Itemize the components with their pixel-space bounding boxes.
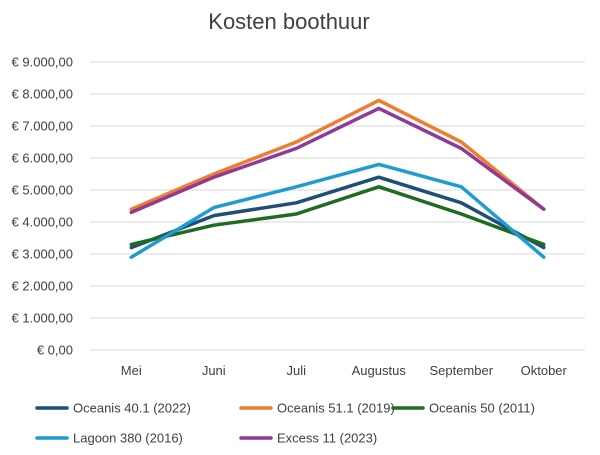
x-tick-label: Augustus xyxy=(352,363,407,378)
y-tick-label: € 3.000,00 xyxy=(12,247,73,262)
x-tick-label: Mei xyxy=(121,363,142,378)
grid-lines xyxy=(90,61,585,351)
y-tick-label: € 4.000,00 xyxy=(12,215,73,230)
x-tick-label: Juni xyxy=(202,363,226,378)
series-lines xyxy=(129,98,546,259)
y-tick-label: € 7.000,00 xyxy=(12,119,73,134)
x-tick-label: September xyxy=(429,363,493,378)
series-line xyxy=(129,175,546,250)
series-line xyxy=(129,98,546,211)
y-tick-label: € 0,00 xyxy=(37,343,73,358)
x-tick-label: Oktober xyxy=(521,363,568,378)
series-line xyxy=(129,185,546,247)
y-axis-tick-labels: € 0,00 € 1.000,00 € 2.000,00 € 3.000,00 € 4.… xyxy=(12,55,73,358)
legend: Oceanis 40.1 (2022) Oceanis 51.1 (2019) Oc… xyxy=(35,401,535,446)
legend-label: Oceanis 51.1 (2019) xyxy=(277,401,395,416)
x-tick-label: Juli xyxy=(286,363,306,378)
y-tick-label: € 1.000,00 xyxy=(12,311,73,326)
legend-label: Excess 11 (2023) xyxy=(277,431,377,446)
y-tick-label: € 9.000,00 xyxy=(12,55,73,70)
chart-title: Kosten boothuur xyxy=(208,9,369,34)
series-line xyxy=(129,106,546,215)
x-axis-tick-labels: Mei Juni Juli Augustus September Oktober xyxy=(121,363,568,378)
legend-label: Oceanis 40.1 (2022) xyxy=(73,401,191,416)
y-tick-label: € 8.000,00 xyxy=(12,87,73,102)
legend-label: Lagoon 380 (2016) xyxy=(73,431,183,446)
y-tick-label: € 2.000,00 xyxy=(12,279,73,294)
series-line xyxy=(129,162,546,259)
y-tick-label: € 5.000,00 xyxy=(12,183,73,198)
legend-label: Oceanis 50 (2011) xyxy=(429,401,535,416)
y-tick-label: € 6.000,00 xyxy=(12,151,73,166)
